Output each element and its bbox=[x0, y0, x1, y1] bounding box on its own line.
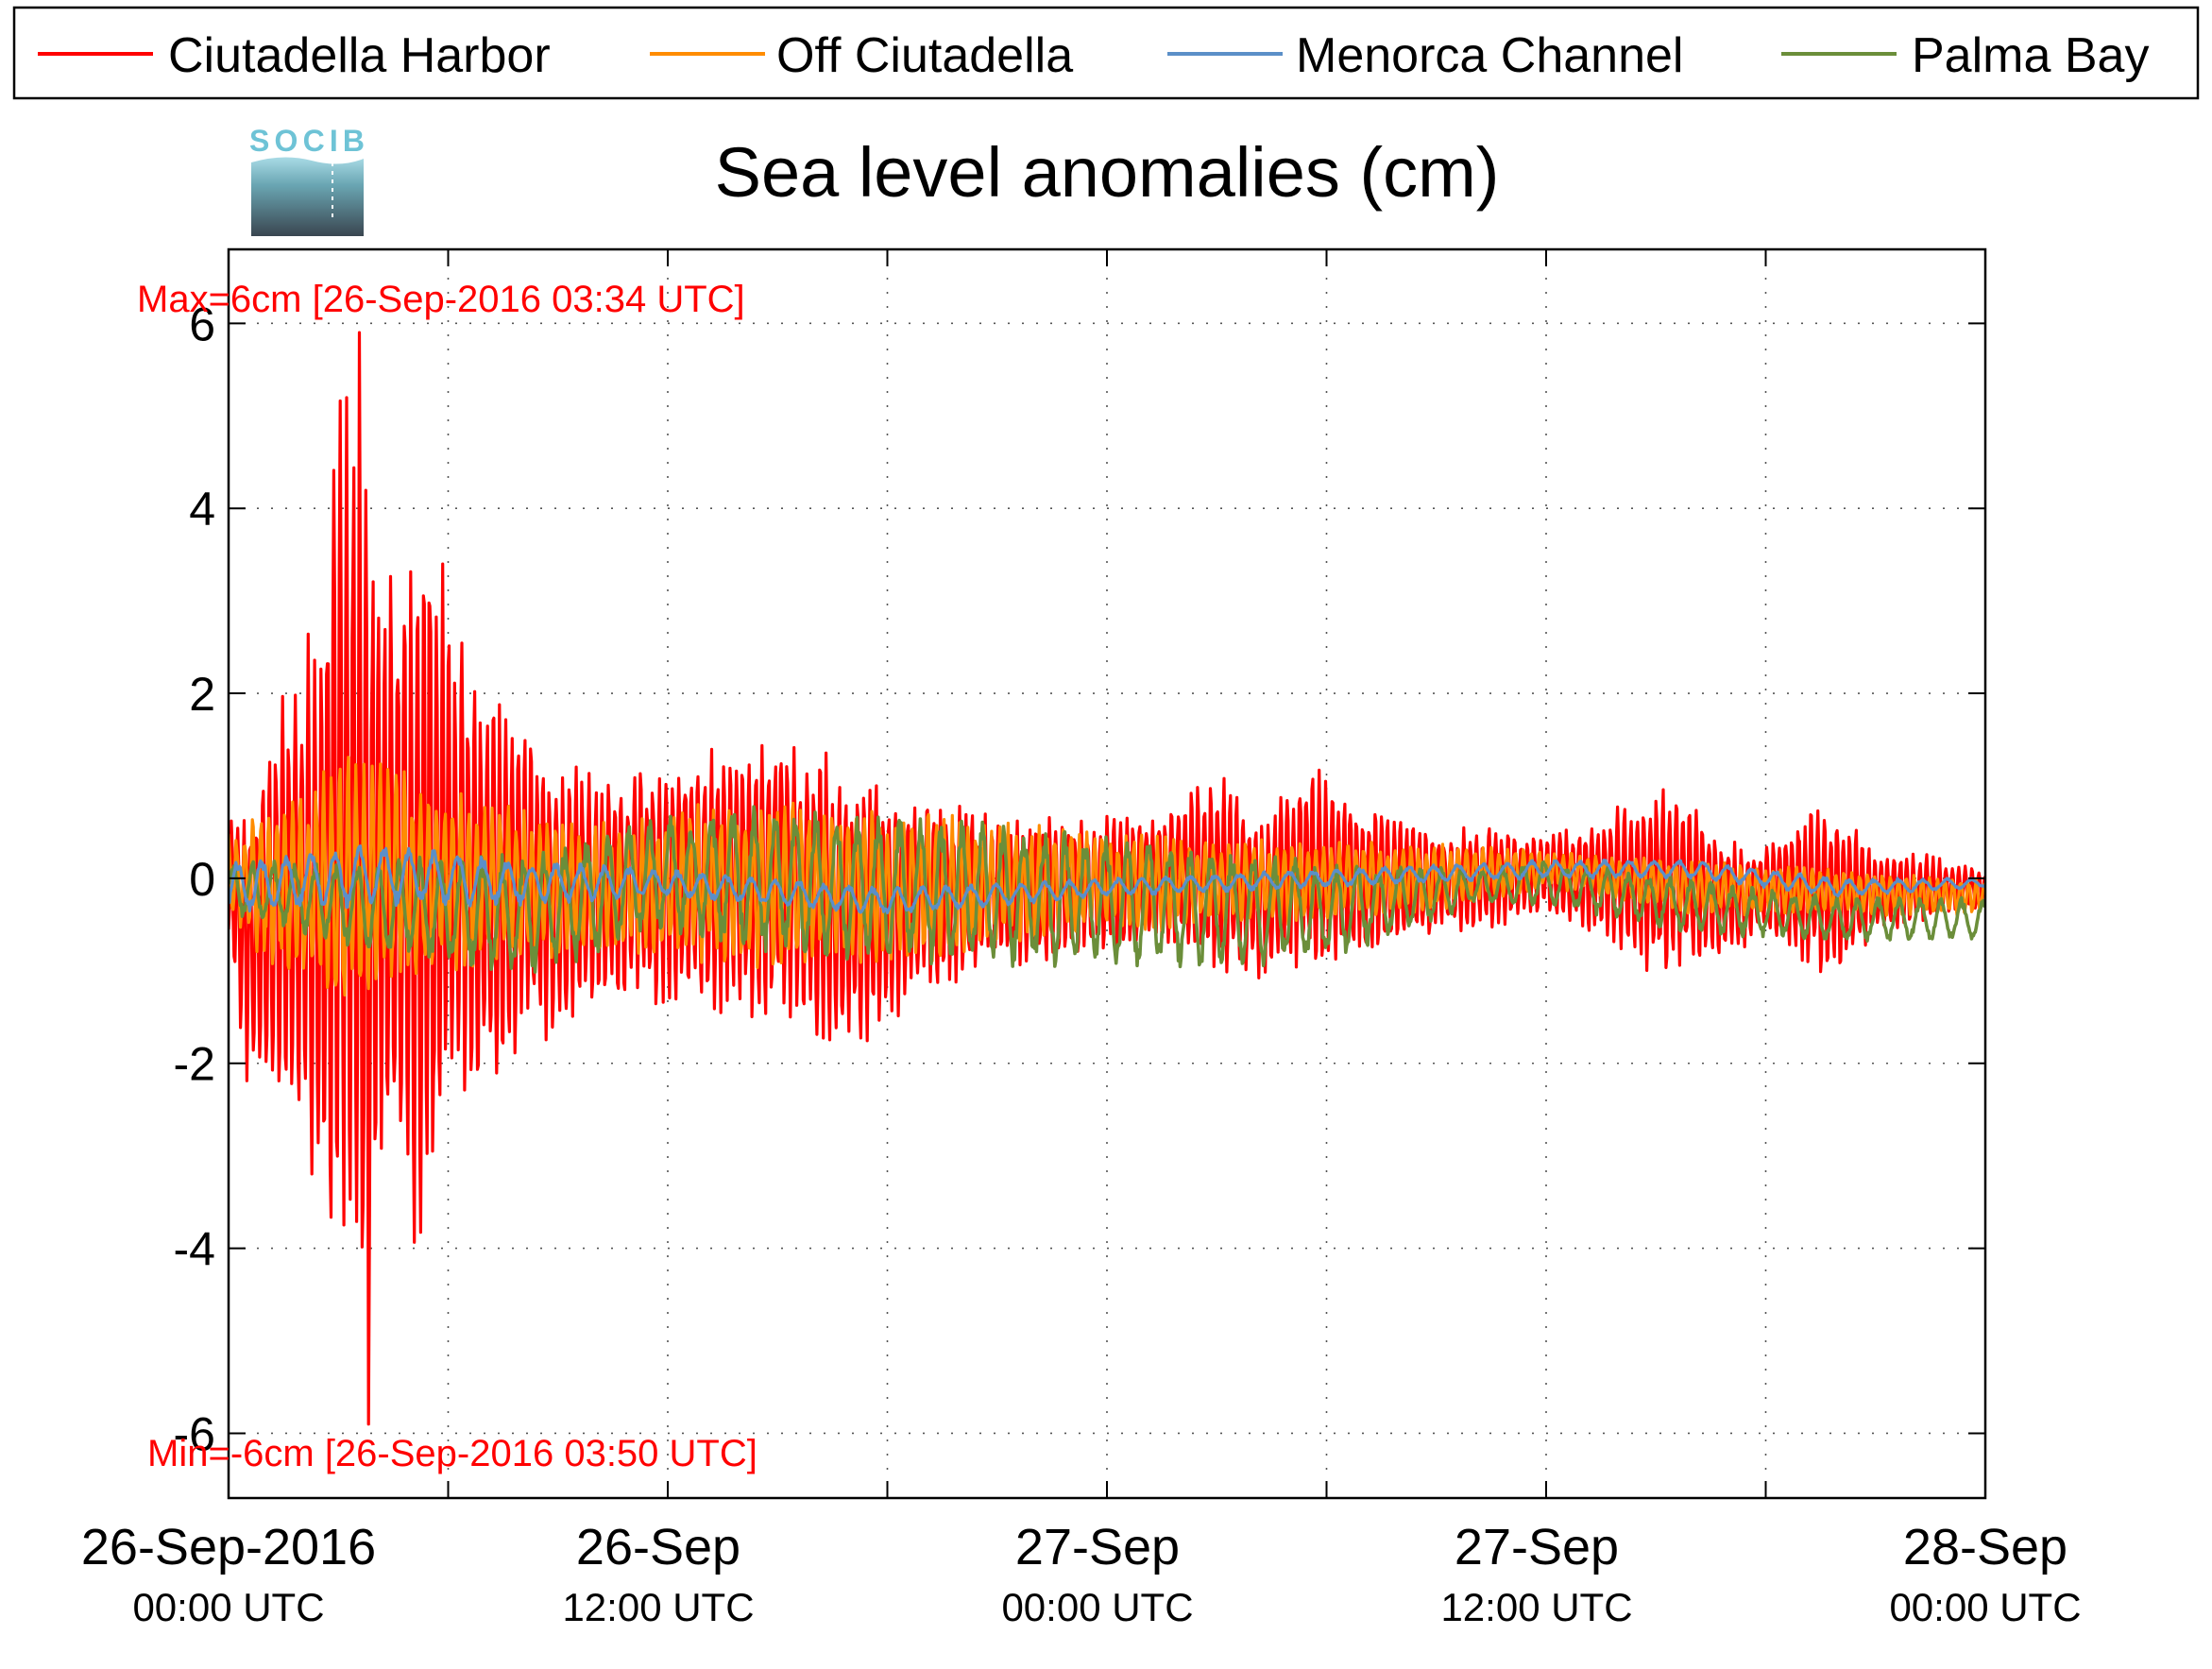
x-axis-tick-labels: 26-Sep-2016 00:00 UTC 26-Sep 12:00 UTC 27-Se… bbox=[81, 1519, 2082, 1629]
legend-entry-ciutadella-harbor: Ciutadella Harbor bbox=[38, 28, 551, 83]
logo-wave bbox=[251, 157, 364, 236]
legend-entry-off-ciutadella: Off Ciutadella bbox=[650, 28, 1073, 83]
legend-label-off-ciutadella: Off Ciutadella bbox=[776, 28, 1073, 83]
y-tick-label: -4 bbox=[174, 1223, 215, 1276]
axis-ticks bbox=[229, 249, 1985, 1498]
logo-label: SOCIB bbox=[249, 124, 365, 158]
x-tick-label-time: 00:00 UTC bbox=[1889, 1585, 2081, 1629]
x-tick-label-time: 00:00 UTC bbox=[132, 1585, 324, 1629]
plot-area bbox=[227, 247, 1987, 1500]
x-tick-label-date: 26-Sep bbox=[576, 1519, 740, 1575]
max-annotation: Max=6cm [26-Sep-2016 03:34 UTC] bbox=[137, 279, 745, 320]
socib-logo-icon: SOCIB bbox=[249, 124, 365, 236]
x-tick-label-time: 12:00 UTC bbox=[562, 1585, 754, 1629]
legend-label-ciutadella-harbor: Ciutadella Harbor bbox=[168, 28, 551, 83]
x-tick-label-time: 12:00 UTC bbox=[1440, 1585, 1632, 1629]
y-tick-label: 0 bbox=[189, 853, 215, 906]
legend: Ciutadella Harbor Off Ciutadella Menorca… bbox=[12, 6, 2200, 100]
legend-label-menorca-channel: Menorca Channel bbox=[1296, 28, 1683, 83]
series-layer bbox=[230, 331, 1984, 1426]
series-line-palma-bay bbox=[230, 805, 1984, 974]
x-tick-label-date: 27-Sep bbox=[1015, 1519, 1180, 1575]
x-tick-label-time: 00:00 UTC bbox=[1001, 1585, 1193, 1629]
series-line-ciutadella-harbor bbox=[230, 331, 1984, 1426]
x-tick-label-date: 27-Sep bbox=[1455, 1519, 1619, 1575]
y-tick-label: 2 bbox=[189, 668, 215, 721]
y-axis-tick-labels: 6 4 2 0 -2 -4 -6 bbox=[174, 298, 215, 1460]
chart-title: Sea level anomalies (cm) bbox=[715, 133, 1500, 212]
legend-entry-palma-bay: Palma Bay bbox=[1781, 28, 2149, 83]
y-tick-label: -2 bbox=[174, 1038, 215, 1091]
series-line-menorca-channel bbox=[230, 844, 1984, 914]
min-annotation: Min=-6cm [26-Sep-2016 03:50 UTC] bbox=[147, 1433, 757, 1474]
y-tick-label: 4 bbox=[189, 483, 215, 536]
y-tick-label: -6 bbox=[174, 1407, 215, 1460]
y-tick-label: 6 bbox=[189, 298, 215, 350]
series-line-off-ciutadella bbox=[230, 756, 1984, 997]
x-tick-label-date: 26-Sep-2016 bbox=[81, 1519, 376, 1575]
legend-label-palma-bay: Palma Bay bbox=[1912, 28, 2149, 83]
x-tick-label-date: 28-Sep bbox=[1903, 1519, 2067, 1575]
legend-entry-menorca-channel: Menorca Channel bbox=[1167, 28, 1683, 83]
